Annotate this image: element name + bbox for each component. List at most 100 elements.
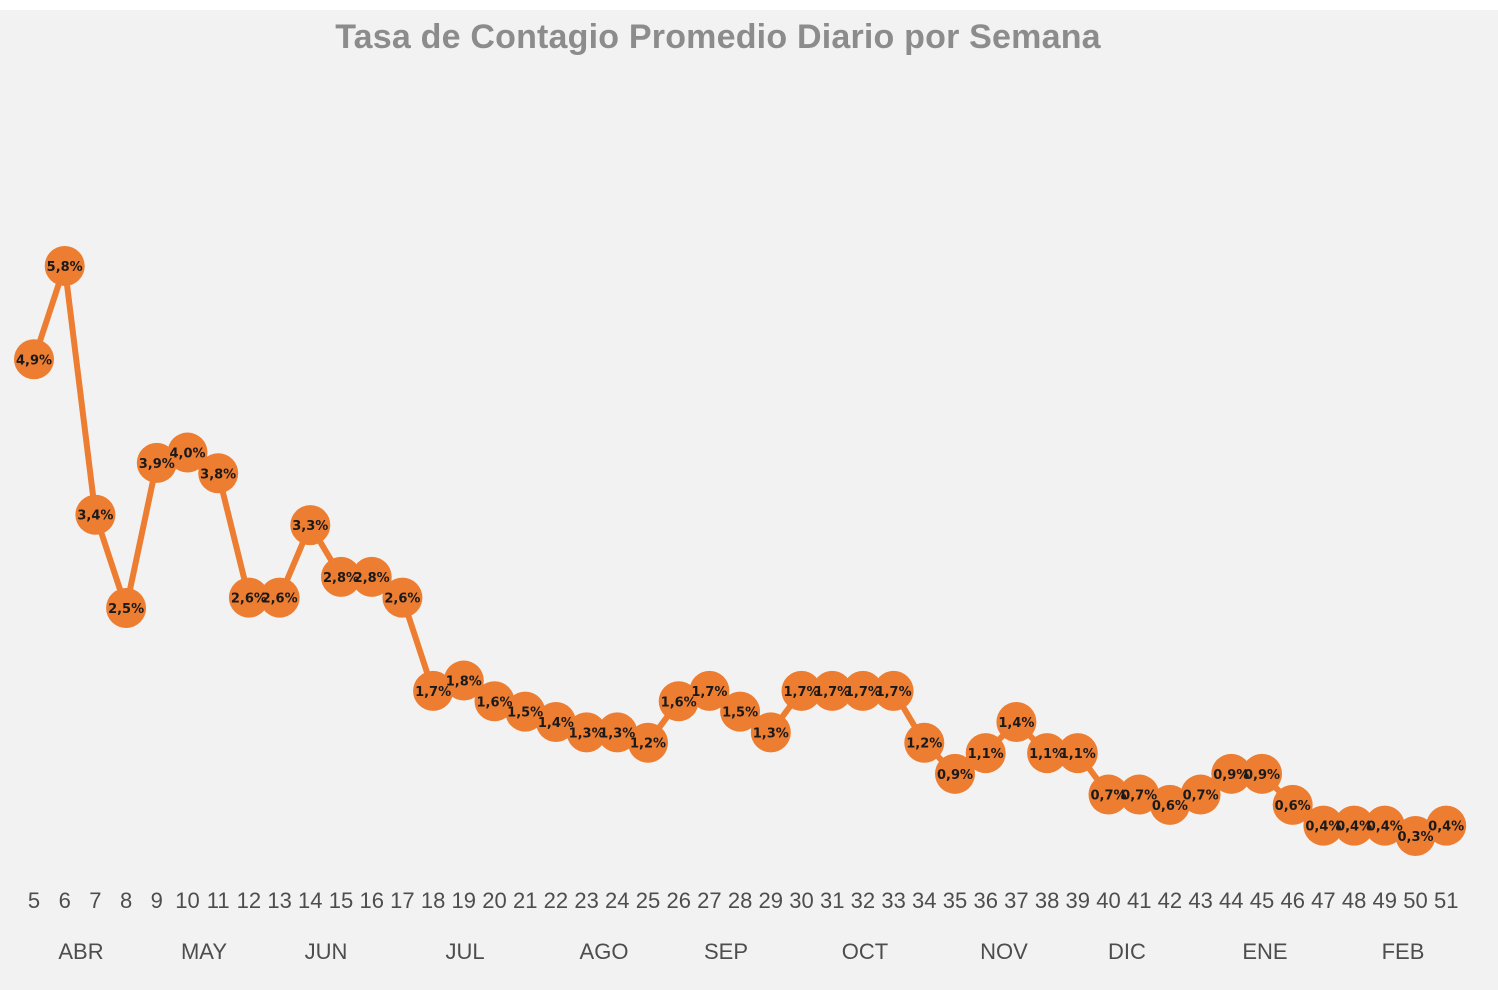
- x-tick-label-29: 29: [759, 888, 783, 913]
- data-label-21: 1,5%: [507, 706, 543, 721]
- data-label-32: 1,7%: [845, 685, 881, 700]
- data-point-36: [965, 733, 1006, 774]
- data-label-12: 2,6%: [231, 592, 267, 607]
- data-point-14: [290, 505, 331, 546]
- data-point-42: [1149, 784, 1190, 825]
- x-tick-labels-group: 5 6 7 8 9 10 11 12 13 14 15 16 17 18 19 20 21 22 23 24 25 26 2…: [28, 888, 1459, 913]
- data-point-45: [1242, 753, 1282, 794]
- data-point-31: [812, 670, 853, 711]
- x-tick-label-13: 13: [267, 888, 291, 913]
- x-tick-label-38: 38: [1035, 888, 1059, 913]
- data-label-14: 3,3%: [292, 519, 328, 534]
- x-tick-label-39: 39: [1066, 888, 1090, 913]
- x-tick-label-17: 17: [390, 888, 414, 913]
- month-label-abr: ABR: [58, 939, 103, 964]
- data-point-22: [535, 702, 576, 742]
- data-label-31: 1,7%: [814, 685, 850, 700]
- x-tick-label-31: 31: [820, 888, 844, 913]
- x-tick-label-32: 32: [851, 888, 875, 913]
- data-label-35: 0,9%: [937, 768, 973, 783]
- x-tick-label-30: 30: [789, 888, 813, 913]
- data-point-5: [14, 339, 54, 380]
- x-tick-label-5: 5: [28, 888, 40, 913]
- x-tick-label-34: 34: [912, 888, 936, 913]
- data-point-7: [75, 494, 116, 535]
- month-label-ago: AGO: [580, 939, 629, 964]
- data-point-20: [474, 681, 515, 722]
- data-point-40: [1088, 774, 1129, 815]
- x-tick-label-6: 6: [59, 888, 71, 913]
- data-point-17: [382, 577, 423, 618]
- x-tick-label-16: 16: [359, 888, 383, 913]
- data-point-6: [44, 246, 85, 286]
- data-point-30: [781, 670, 822, 711]
- data-label-13: 2,6%: [262, 592, 298, 607]
- data-point-21: [505, 691, 546, 732]
- data-label-45: 0,9%: [1244, 768, 1280, 783]
- data-label-41: 0,7%: [1121, 789, 1157, 804]
- x-tick-label-22: 22: [544, 888, 568, 913]
- x-tick-label-27: 27: [697, 888, 721, 913]
- data-point-48: [1334, 805, 1375, 846]
- data-point-25: [628, 722, 668, 763]
- data-label-15: 2,8%: [323, 571, 359, 586]
- x-tick-label-24: 24: [605, 888, 629, 913]
- data-point-27: [689, 670, 730, 711]
- data-point-9: [136, 442, 177, 483]
- x-tick-label-37: 37: [1004, 888, 1028, 913]
- month-label-nov: NOV: [980, 939, 1028, 964]
- data-point-16: [351, 556, 392, 597]
- x-tick-label-46: 46: [1280, 888, 1304, 913]
- data-point-11: [198, 453, 239, 494]
- x-tick-label-9: 9: [151, 888, 163, 913]
- data-point-44: [1211, 753, 1252, 794]
- data-point-50: [1395, 816, 1436, 856]
- data-label-11: 3,8%: [200, 467, 236, 482]
- x-tick-label-28: 28: [728, 888, 752, 913]
- x-tick-label-7: 7: [89, 888, 101, 913]
- x-tick-label-25: 25: [636, 888, 660, 913]
- data-point-49: [1364, 805, 1405, 846]
- data-label-47: 0,4%: [1305, 820, 1341, 835]
- data-point-24: [597, 712, 638, 753]
- data-labels-group: 4,9%5,8%3,4%2,5%3,9%4,0%3,8%2,6%2,6%3,3%…: [16, 260, 1464, 845]
- data-label-33: 1,7%: [876, 685, 912, 700]
- data-point-38: [1027, 733, 1068, 774]
- data-point-12: [228, 577, 269, 618]
- data-label-25: 1,2%: [630, 737, 666, 752]
- data-label-23: 1,3%: [569, 726, 605, 741]
- data-label-10: 4,0%: [169, 447, 205, 462]
- x-tick-label-21: 21: [513, 888, 537, 913]
- data-label-34: 1,2%: [906, 737, 942, 752]
- data-point-46: [1272, 784, 1313, 825]
- data-point-13: [259, 577, 300, 618]
- data-point-28: [720, 691, 761, 732]
- data-point-8: [106, 588, 147, 628]
- x-tick-label-36: 36: [973, 888, 997, 913]
- data-point-41: [1119, 774, 1160, 815]
- x-tick-label-8: 8: [120, 888, 132, 913]
- x-tick-label-20: 20: [482, 888, 506, 913]
- x-tick-label-49: 49: [1373, 888, 1397, 913]
- data-label-37: 1,4%: [998, 716, 1034, 731]
- data-label-7: 3,4%: [77, 509, 113, 524]
- month-label-sep: SEP: [704, 939, 748, 964]
- x-tick-label-14: 14: [298, 888, 322, 913]
- data-label-26: 1,6%: [661, 695, 697, 710]
- data-label-36: 1,1%: [968, 747, 1004, 762]
- data-label-22: 1,4%: [538, 716, 574, 731]
- data-label-40: 0,7%: [1090, 789, 1126, 804]
- data-label-49: 0,4%: [1367, 820, 1403, 835]
- x-tick-label-45: 45: [1250, 888, 1274, 913]
- data-label-8: 2,5%: [108, 602, 144, 617]
- x-tick-label-26: 26: [666, 888, 690, 913]
- data-label-27: 1,7%: [691, 685, 727, 700]
- data-label-30: 1,7%: [783, 685, 819, 700]
- data-point-19: [443, 660, 484, 701]
- data-label-44: 0,9%: [1213, 768, 1249, 783]
- month-label-feb: FEB: [1382, 939, 1425, 964]
- data-point-23: [566, 712, 607, 753]
- data-point-26: [658, 681, 699, 722]
- data-point-43: [1180, 774, 1221, 815]
